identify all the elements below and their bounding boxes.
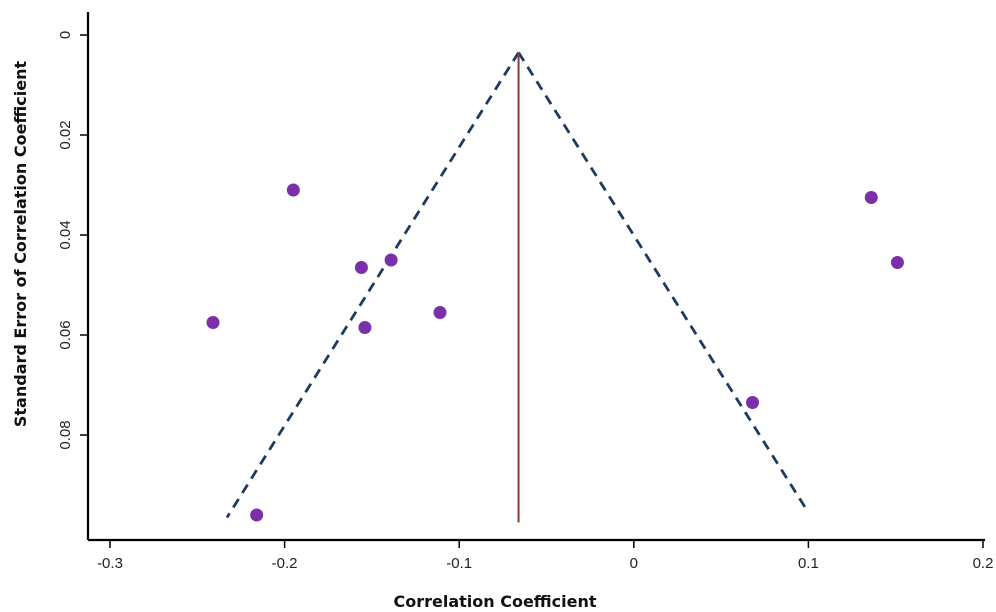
data-point bbox=[286, 183, 300, 197]
x-tick-label: -0.2 bbox=[272, 555, 298, 572]
x-axis-ticks: -0.3 -0.2 -0.1 0 0.1 0.2 bbox=[97, 540, 993, 572]
y-tick-label: 0.06 bbox=[57, 320, 74, 349]
data-point bbox=[250, 508, 264, 522]
data-point bbox=[354, 261, 368, 274]
x-tick-label: -0.3 bbox=[97, 555, 123, 572]
y-tick-label: 0.04 bbox=[57, 220, 74, 249]
data-point bbox=[433, 306, 447, 319]
data-points bbox=[206, 183, 904, 522]
funnel-right-boundary bbox=[517, 51, 810, 514]
data-point bbox=[746, 396, 760, 409]
data-point bbox=[206, 316, 220, 329]
x-tick-label: -0.1 bbox=[446, 555, 472, 572]
y-tick-label: 0 bbox=[57, 31, 74, 39]
x-axis-title: Correlation Coefficient bbox=[393, 592, 596, 611]
y-axis-title: Standard Error of Correlation Coefficien… bbox=[11, 61, 30, 428]
axes bbox=[86, 12, 985, 542]
data-point bbox=[358, 321, 372, 334]
funnel-group bbox=[225, 51, 810, 519]
y-axis-ticks: 0 0.02 0.04 0.06 0.08 bbox=[57, 31, 88, 450]
x-tick-label: 0 bbox=[630, 555, 638, 572]
y-tick-label: 0.02 bbox=[57, 120, 74, 149]
funnel-left-boundary bbox=[225, 51, 520, 519]
data-point bbox=[890, 256, 904, 269]
x-tick-label: 0.1 bbox=[798, 555, 819, 572]
data-point bbox=[864, 191, 878, 204]
y-tick-label: 0.08 bbox=[57, 420, 74, 449]
data-point bbox=[384, 253, 398, 267]
x-tick-label: 0.2 bbox=[973, 555, 994, 572]
